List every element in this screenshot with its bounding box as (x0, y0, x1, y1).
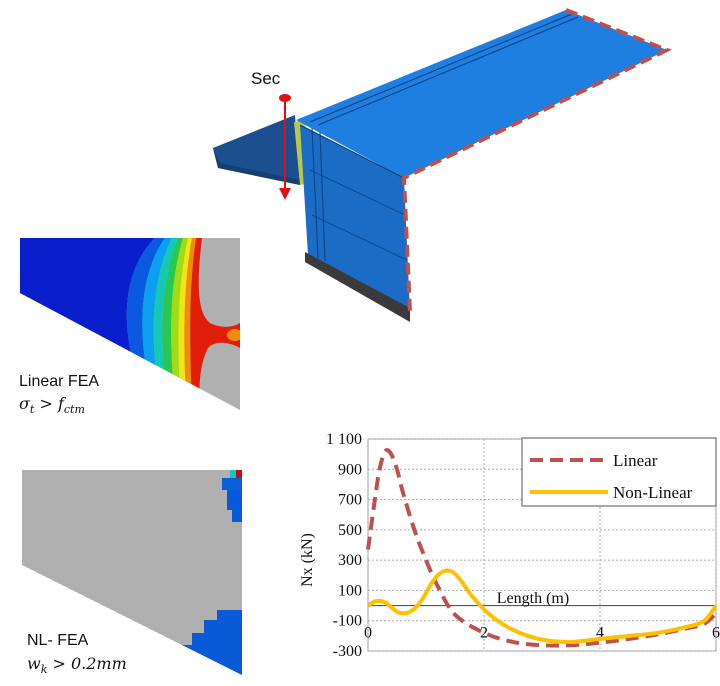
x-tick-label: 0 (364, 625, 372, 642)
slab-edge-line (317, 16, 579, 126)
chart-legend: Linear Non-Linear (521, 437, 717, 507)
y-tick-label: 700 (338, 492, 362, 509)
y-tick-label: 300 (338, 552, 362, 569)
x-tick-label: 4 (596, 625, 604, 642)
chart-ticks: -300 -100 100 300 500 700 900 1 100 0 2 4 6 (326, 431, 720, 660)
y-tick-label: 900 (338, 461, 362, 478)
section-marker-dot (279, 94, 291, 102)
linear-fea-contour (20, 238, 240, 410)
bridge-structure-render (213, 8, 672, 322)
section-marker-arrowhead (279, 188, 291, 200)
boundary-dashed-line (401, 8, 672, 313)
linear-fea-caption: Linear FEA (19, 373, 100, 390)
nonlinear-fea-caption: NL- FEA (27, 632, 89, 649)
series-line-non-linear (366, 568, 718, 644)
web-mesh-line (309, 169, 406, 216)
y-tick-label: -300 (333, 643, 362, 660)
cantilever-wing-edge (213, 148, 300, 185)
nx-length-chart: -300 -100 100 300 500 700 900 1 100 0 2 4 6 Nx (kN)… (299, 431, 720, 660)
x-tick-label: 2 (480, 625, 488, 642)
y-tick-label: 1 100 (326, 431, 362, 448)
web-top-edge (299, 124, 405, 179)
web-edge-line (319, 131, 326, 262)
x-axis-label: Length (m) (497, 590, 569, 607)
chart-series (366, 448, 718, 648)
base-plate (305, 252, 410, 322)
y-tick-label: 500 (338, 522, 362, 539)
web-edge-line (311, 127, 319, 259)
legend-label-non-linear: Non-Linear (613, 483, 693, 502)
section-label: Sec (251, 69, 281, 88)
y-tick-label: 100 (338, 582, 362, 599)
x-tick-label: 6 (712, 625, 720, 642)
y-axis-label: Nx (kN) (299, 533, 316, 587)
linear-fea-criterion: σt > fctm (19, 394, 85, 417)
web-mesh-line (311, 214, 408, 261)
nonlinear-fea-contour (22, 470, 242, 675)
y-tick-label: -100 (333, 613, 362, 630)
legend-label-linear: Linear (613, 451, 658, 470)
slab-edge-line (309, 13, 573, 123)
nonlinear-fea-criterion: wk > 0.2mm (27, 654, 127, 677)
legend-box (521, 437, 717, 507)
top-slab (296, 10, 667, 178)
